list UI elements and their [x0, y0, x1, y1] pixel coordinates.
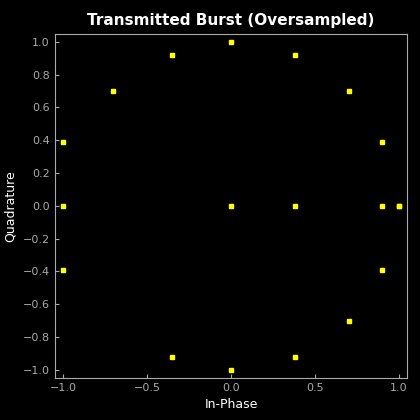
Channel 1 — [170, 52, 175, 58]
Channel 1 — [228, 39, 234, 45]
Channel 1 — [346, 89, 351, 94]
Channel 1 — [170, 354, 175, 359]
Channel 1 — [396, 203, 402, 208]
Channel 1 — [380, 267, 385, 272]
Channel 1 — [380, 139, 385, 144]
Line: Channel 1: Channel 1 — [61, 40, 401, 372]
Channel 1 — [60, 267, 66, 272]
Channel 1 — [346, 318, 351, 323]
Title: Transmitted Burst (Oversampled): Transmitted Burst (Oversampled) — [87, 13, 375, 28]
Y-axis label: Quadrature: Quadrature — [4, 170, 17, 242]
Channel 1 — [228, 367, 234, 372]
Channel 1 — [292, 203, 297, 208]
Channel 1 — [292, 52, 297, 58]
X-axis label: In-Phase: In-Phase — [204, 399, 258, 412]
Channel 1 — [380, 203, 385, 208]
Channel 1 — [60, 203, 66, 208]
Channel 1 — [60, 139, 66, 144]
Channel 1 — [228, 203, 234, 208]
Channel 1 — [292, 354, 297, 359]
Channel 1 — [396, 203, 402, 208]
Channel 1 — [111, 89, 116, 94]
